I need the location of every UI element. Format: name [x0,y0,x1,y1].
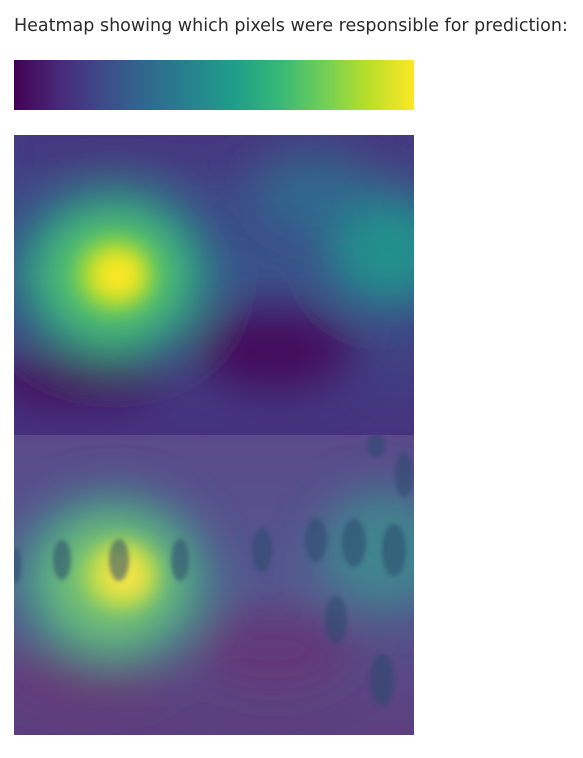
viridis-colorbar [14,60,414,110]
saliency-heatmap-image [14,135,414,435]
heatmap-overlay-image [14,435,414,735]
heatmap-caption: Heatmap showing which pixels were respon… [14,14,568,38]
